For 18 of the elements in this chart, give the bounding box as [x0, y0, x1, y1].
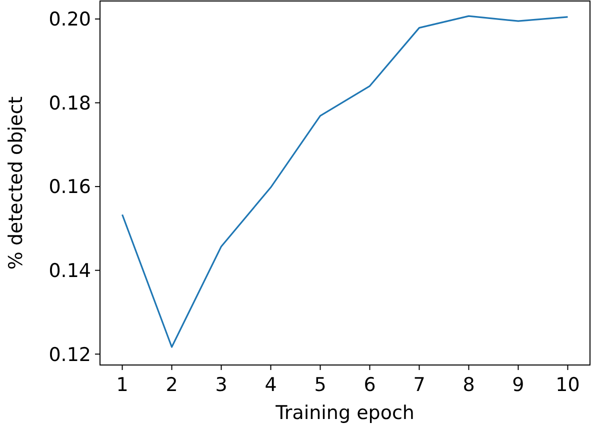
x-tick-label: 6 [364, 374, 376, 396]
y-tick-label: 0.18 [48, 92, 91, 114]
y-tick-label: 0.14 [48, 260, 91, 282]
line-series [121, 15, 569, 348]
x-tick-label: 9 [512, 374, 524, 396]
y-tick-label: 0.20 [48, 8, 91, 31]
x-tick-label: 3 [215, 374, 228, 396]
x-tick-label: 5 [314, 374, 326, 396]
x-axis-title: Training epoch [274, 402, 414, 424]
x-tick-label: 1 [116, 374, 128, 396]
y-tick-label: 0.12 [48, 344, 91, 366]
x-tick-label: 10 [556, 374, 580, 396]
x-tick-label: 7 [413, 374, 426, 396]
y-tick-label: 0.16 [48, 176, 91, 198]
x-tick-label: 4 [264, 374, 277, 396]
x-tick-label: 8 [462, 374, 475, 396]
y-axis-title: % detected object [5, 96, 27, 270]
x-tick-label: 2 [166, 374, 178, 396]
